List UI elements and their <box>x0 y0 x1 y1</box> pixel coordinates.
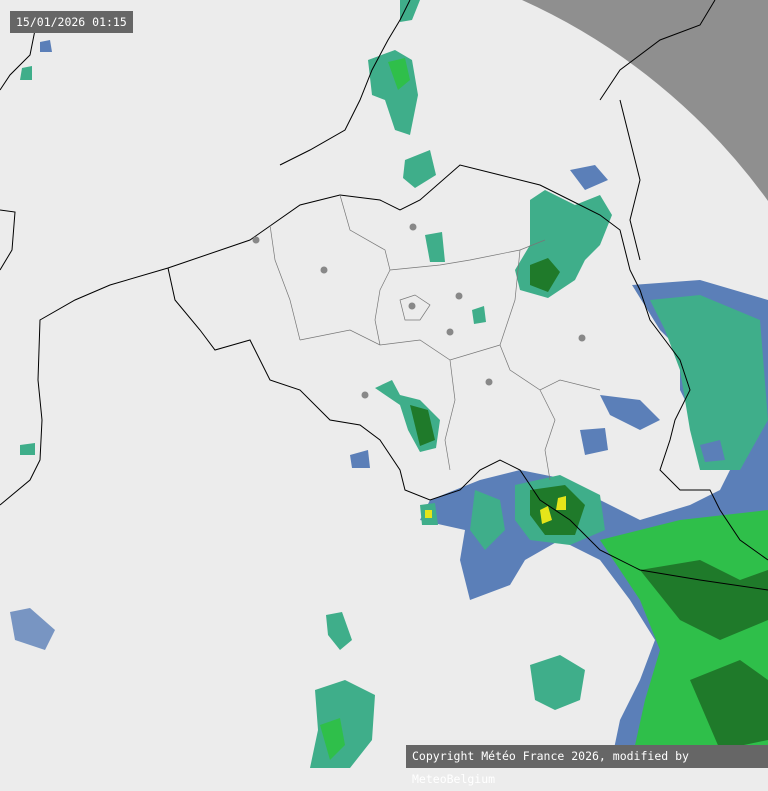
copyright-notice: Copyright Météo France 2026, modified by… <box>406 745 768 786</box>
radar-map[interactable] <box>0 0 768 768</box>
city-marker <box>320 266 328 274</box>
out-of-range-area <box>522 0 768 201</box>
city-markers <box>252 223 586 399</box>
timestamp-label: 15/01/2026 01:15 <box>10 11 133 33</box>
city-marker <box>455 292 463 300</box>
city-marker <box>409 223 417 231</box>
city-marker <box>361 391 369 399</box>
precipitation-layer <box>10 0 768 768</box>
city-marker <box>485 378 493 386</box>
province-borders <box>269 194 601 481</box>
city-marker <box>252 236 260 244</box>
city-marker <box>446 328 454 336</box>
city-marker <box>578 334 586 342</box>
country-borders <box>0 0 768 591</box>
city-marker <box>408 302 416 310</box>
